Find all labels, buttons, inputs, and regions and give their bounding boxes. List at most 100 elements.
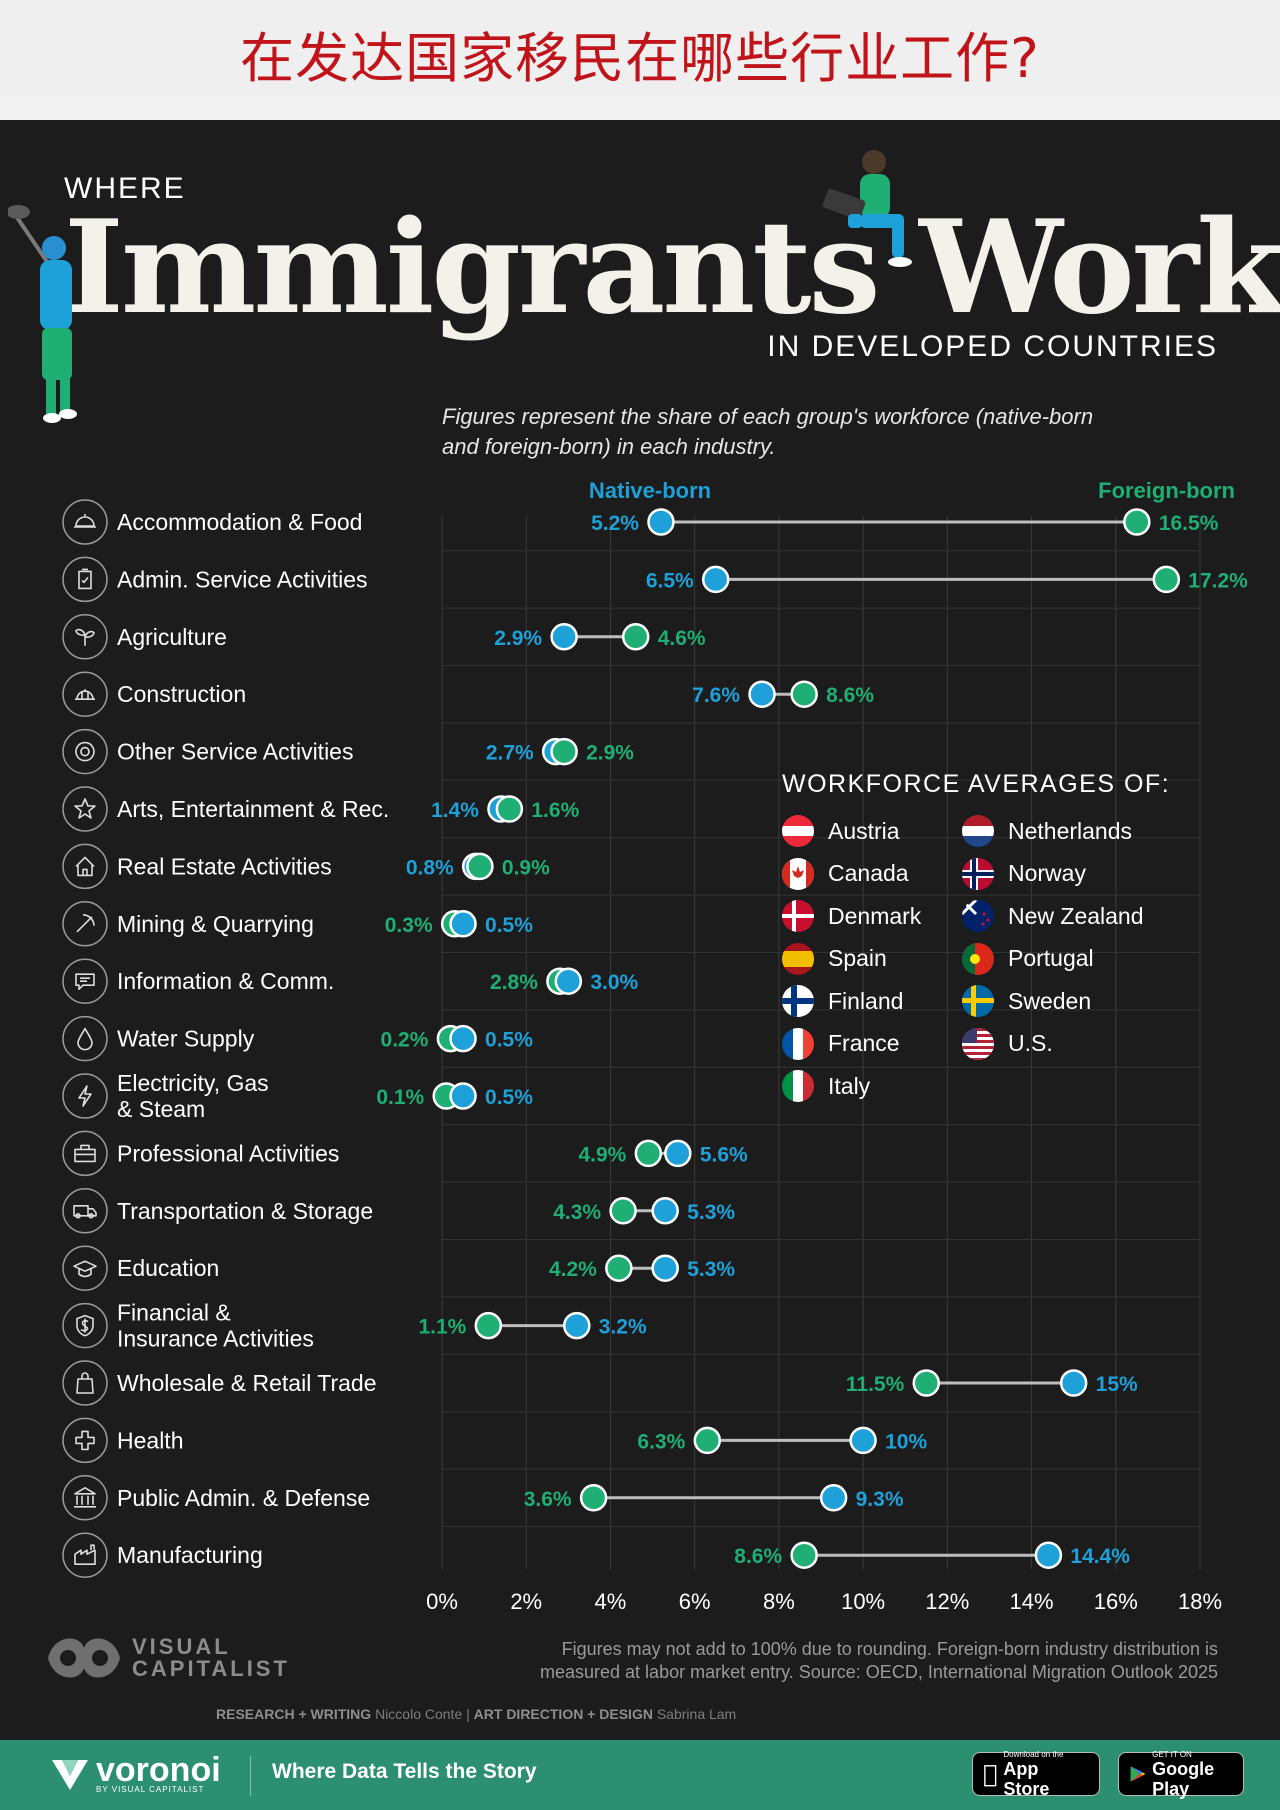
native-born-dot: [563, 1311, 591, 1340]
icon-circle: [62, 728, 108, 775]
flag-icon: [782, 815, 814, 847]
voronoi-v-icon: [52, 1760, 88, 1790]
legend-foreign-born: Foreign-born: [1098, 478, 1235, 503]
foreign-born-value-label: 11.5%: [846, 1373, 905, 1396]
flag-icon: [962, 1027, 994, 1060]
native-born-dot: [550, 623, 578, 651]
x-tick-label: 12%: [925, 1589, 969, 1614]
industry-label: Admin. Service Activities: [117, 566, 368, 592]
legend-country: Denmark: [782, 899, 921, 933]
industry-label: Accommodation & Food: [117, 509, 362, 535]
briefcase-icon: [74, 1144, 96, 1163]
native-born-dot: [647, 508, 675, 536]
industry-label: Transportation & Storage: [117, 1198, 373, 1224]
dollar-shield-icon: [76, 1314, 94, 1337]
flag-icon: [782, 1070, 814, 1102]
shopping-bag-icon: [76, 1372, 94, 1394]
industry-row: Real Estate Activities 0.8% 0.9%: [62, 843, 550, 890]
industry-label: Health: [117, 1427, 183, 1453]
native-born-dot: [449, 910, 477, 938]
foreign-born-dot: [621, 623, 650, 651]
legend-country-label: Sweden: [1008, 987, 1092, 1014]
industry-label: Education: [117, 1255, 219, 1281]
x-tick-label: 2%: [510, 1589, 542, 1614]
legend-country: Sweden: [962, 984, 1091, 1018]
voronoi-logo[interactable]: voronoi BY VISUAL CAPITALIST: [50, 1753, 221, 1794]
headline-title: Immigrants Work: [64, 193, 1280, 343]
flag-icon: [782, 942, 814, 975]
industry-label: Construction: [117, 681, 246, 707]
native-born-value-label: 14.4%: [1070, 1545, 1130, 1568]
foreign-born-value-label: 4.9%: [578, 1143, 626, 1166]
app-store-button[interactable]:  Download on the App Store: [972, 1750, 1100, 1799]
industry-row: Wholesale & Retail Trade 11.5% 15%: [62, 1360, 1138, 1406]
industry-row: Education 4.2% 5.3%: [62, 1245, 735, 1291]
design-name: Sabrina Lam: [656, 1706, 737, 1722]
icon-circle: [62, 1475, 108, 1521]
industry-label: Wholesale & Retail Trade: [117, 1370, 377, 1396]
foreign-born-value-label: 1.6%: [531, 799, 579, 822]
worker-with-shovel-illustration: [8, 205, 77, 423]
lightning-icon: [78, 1085, 92, 1107]
legend-country: France: [782, 1027, 900, 1061]
legend-country: Canada: [782, 857, 909, 891]
foreign-born-dot: [579, 1484, 608, 1512]
industry-row: Water Supply 0.2% 0.5%: [62, 1015, 533, 1062]
industry-row: Financial &Insurance Activities 1.1% 3.2%: [62, 1300, 647, 1352]
industry-label: Mining & Quarrying: [117, 911, 314, 937]
native-born-dot: [849, 1426, 877, 1455]
flag-icon: [782, 857, 814, 890]
legend-country: Portugal: [962, 942, 1094, 976]
pickaxe-icon: [76, 913, 95, 933]
legend-country-label: Finland: [828, 987, 904, 1014]
credits: RESEARCH + WRITING Niccolo Conte | ART D…: [216, 1706, 737, 1722]
flag-icon: [962, 985, 994, 1017]
banner-title: 在发达国家移民在哪些行业工作?: [240, 27, 1040, 90]
native-born-value-label: 7.6%: [692, 684, 740, 707]
icon-circle: [62, 843, 108, 890]
gear-icon: [75, 741, 95, 762]
industry-label: Insurance Activities: [117, 1326, 314, 1352]
legend-country-label: Canada: [828, 860, 909, 886]
icon-circle: [62, 1188, 108, 1234]
icon-circle: [62, 1073, 108, 1119]
foreign-born-dot: [1152, 565, 1181, 594]
visual-capitalist-logo: VISUAL CAPITALIST: [44, 1628, 290, 1688]
legend-country: Spain: [782, 942, 887, 976]
industry-row: Information & Comm. 2.8% 3.0%: [62, 958, 639, 1004]
government-building-icon: [74, 1487, 96, 1508]
x-tick-label: 10%: [841, 1589, 885, 1614]
google-play-button[interactable]: GET IT ON Google Play: [1118, 1749, 1244, 1799]
star-icon: [74, 798, 96, 819]
chart-note: Figures represent the share of each grou…: [442, 404, 1094, 459]
cloche-icon: [74, 514, 96, 528]
chart-rows: Accommodation & Food 5.2% 16.5% Admin. Serv…: [62, 499, 1248, 1578]
legend-country-label: Spain: [828, 945, 887, 971]
icon-circle: [62, 671, 108, 717]
industry-label: & Steam: [117, 1096, 205, 1122]
google-play-big: Google Play: [1152, 1758, 1215, 1799]
legend-country-label: U.S.: [1008, 1030, 1053, 1056]
legend-country-label: Netherlands: [1008, 817, 1133, 844]
flag-icon: [782, 985, 814, 1017]
sprout-icon: [75, 628, 95, 646]
medical-cross-icon: [75, 1430, 95, 1451]
native-born-value-label: 0.5%: [485, 1029, 533, 1052]
industry-row: Accommodation & Food 5.2% 16.5%: [62, 499, 1219, 545]
logo-line-2: CAPITALIST: [132, 1656, 290, 1681]
research-name: Niccolo Conte: [375, 1706, 463, 1722]
industry-row: Construction 7.6% 8.6%: [62, 671, 874, 717]
logo-line-1: VISUAL: [132, 1634, 231, 1659]
icon-circle: [62, 1360, 108, 1406]
google-play-small: GET IT ON: [1152, 1749, 1192, 1759]
industry-row: Admin. Service Activities 6.5% 17.2%: [62, 556, 1248, 603]
truck-icon: [73, 1205, 97, 1219]
native-born-value-label: 5.2%: [591, 512, 639, 535]
foreign-born-value-label: 1.1%: [418, 1316, 466, 1339]
native-born-dot: [449, 1082, 477, 1110]
foreign-born-dot: [1123, 508, 1151, 536]
icon-circle: [62, 901, 108, 947]
foreign-born-value-label: 0.2%: [381, 1029, 429, 1052]
design-label: ART DIRECTION + DESIGN: [473, 1706, 653, 1722]
foreign-born-dot: [550, 737, 578, 766]
